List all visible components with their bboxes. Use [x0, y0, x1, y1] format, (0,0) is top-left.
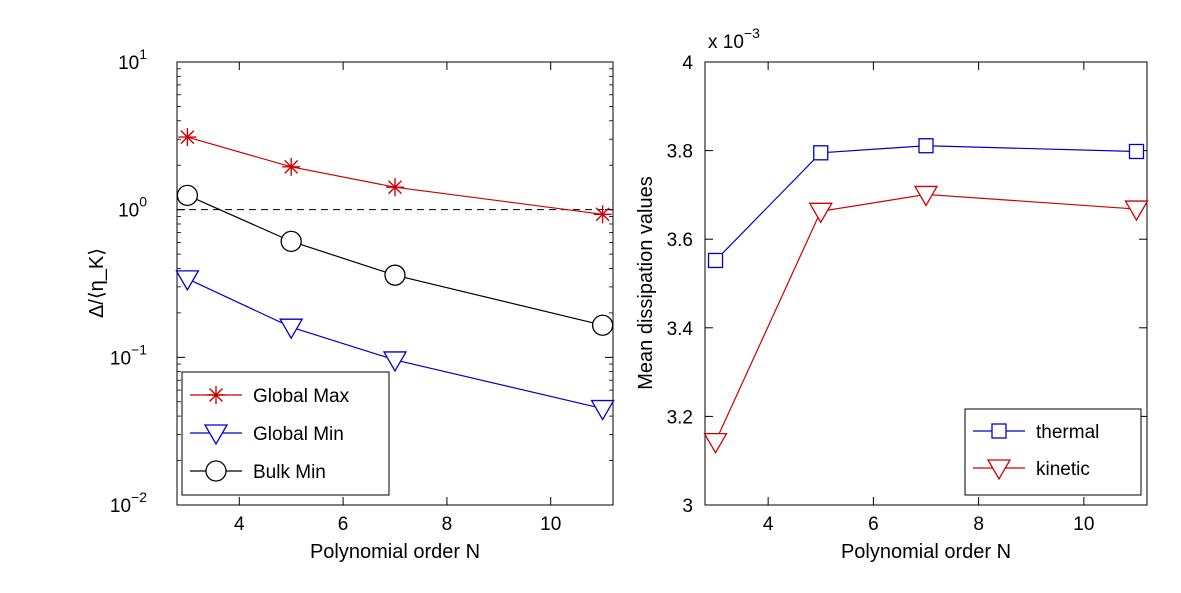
right-legend: thermal kinetic: [964, 408, 1142, 496]
y-tick-label: 101: [118, 46, 147, 74]
data-point-kinetic: [808, 202, 833, 224]
x-tick-label: 6: [868, 514, 879, 535]
left-ticks: 4 6 8 10 10−2 10−1 100 101: [110, 46, 613, 535]
legend-label-thermal: thermal: [1036, 422, 1099, 443]
right-legend-box: [964, 408, 1142, 496]
data-point-kinetic: [913, 185, 939, 207]
data-point-global-max: [593, 205, 612, 224]
legend-marker-global-max: [207, 386, 225, 404]
data-point-thermal: [918, 138, 934, 154]
right-chart: 4 6 8 10 3 3.2 3.4 3.6 3.8 4 Polynomial order N M…: [635, 25, 1149, 563]
data-point-global-max: [386, 178, 404, 197]
data-point-bulk-min: [591, 314, 614, 336]
legend-marker-bulk-min: [205, 460, 227, 482]
y-tick-label: 100: [118, 194, 147, 222]
data-point-global-min: [590, 399, 615, 421]
data-point-thermal: [813, 145, 829, 161]
left-xlabel: Polynomial order N: [310, 541, 480, 563]
y-tick-label: 3.2: [667, 407, 693, 428]
legend-marker-thermal: [991, 423, 1007, 439]
right-series-group: [703, 138, 1149, 454]
x-tick-label: 4: [763, 514, 774, 535]
data-point-bulk-min: [384, 264, 406, 286]
y-tick-label: 10−2: [110, 489, 147, 517]
x-tick-label: 10: [540, 514, 561, 535]
data-point-global-max: [178, 128, 197, 147]
x-tick-label: 8: [973, 514, 984, 535]
data-point-global-min: [382, 351, 408, 373]
data-point-global-min: [279, 318, 304, 340]
x-tick-label: 8: [442, 514, 453, 535]
right-multiplier-text: x 10: [708, 32, 744, 53]
y-tick-label: 3.8: [667, 142, 693, 163]
series-line-bulk-min: [187, 194, 603, 326]
legend-marker-global-min: [203, 424, 229, 446]
x-tick-label: 4: [234, 514, 245, 535]
right-xlabel: Polynomial order N: [841, 541, 1011, 563]
data-point-thermal: [707, 252, 724, 269]
x-tick-label: 6: [338, 514, 349, 535]
legend-marker-kinetic: [986, 459, 1012, 481]
data-point-kinetic: [703, 433, 728, 454]
right-ylabel: Mean dissipation values: [635, 176, 657, 389]
left-legend: Global Max Global Min Bulk Min: [181, 371, 390, 496]
data-point-kinetic: [1124, 200, 1149, 222]
series-line-kinetic: [714, 193, 1137, 442]
y-tick-label: 3.6: [667, 230, 693, 251]
legend-label-bulk-min: Bulk Min: [253, 462, 326, 483]
legend-label-kinetic: kinetic: [1036, 459, 1090, 480]
y-tick-label: 10−1: [110, 341, 147, 369]
data-point-bulk-min: [280, 230, 302, 253]
y-tick-label: 4: [682, 53, 693, 74]
right-multiplier-exp: −3: [744, 25, 760, 41]
y-tick-label: 3.4: [667, 319, 694, 340]
series-line-global-min: [187, 278, 603, 410]
left-chart: 4 6 8 10 10−2 10−1 100 101 Polynomial order N Δ…: [86, 46, 615, 563]
left-series-group: [175, 128, 615, 421]
data-point-thermal: [1128, 143, 1145, 160]
left-ylabel: Δ/⟨η_K⟩: [86, 248, 108, 318]
data-point-global-min: [175, 270, 200, 292]
legend-label-global-max: Global Max: [253, 386, 350, 407]
data-point-bulk-min: [176, 184, 199, 207]
data-point-global-max: [282, 157, 301, 176]
legend-label-global-min: Global Min: [253, 424, 344, 445]
right-multiplier: x 10−3: [708, 25, 760, 53]
x-tick-label: 10: [1073, 514, 1094, 535]
series-line-thermal: [715, 145, 1137, 261]
right-ticks: 4 6 8 10 3 3.2 3.4 3.6 3.8 4: [667, 53, 1147, 535]
series-line-global-max: [187, 136, 603, 215]
y-tick-label: 3: [682, 496, 693, 517]
